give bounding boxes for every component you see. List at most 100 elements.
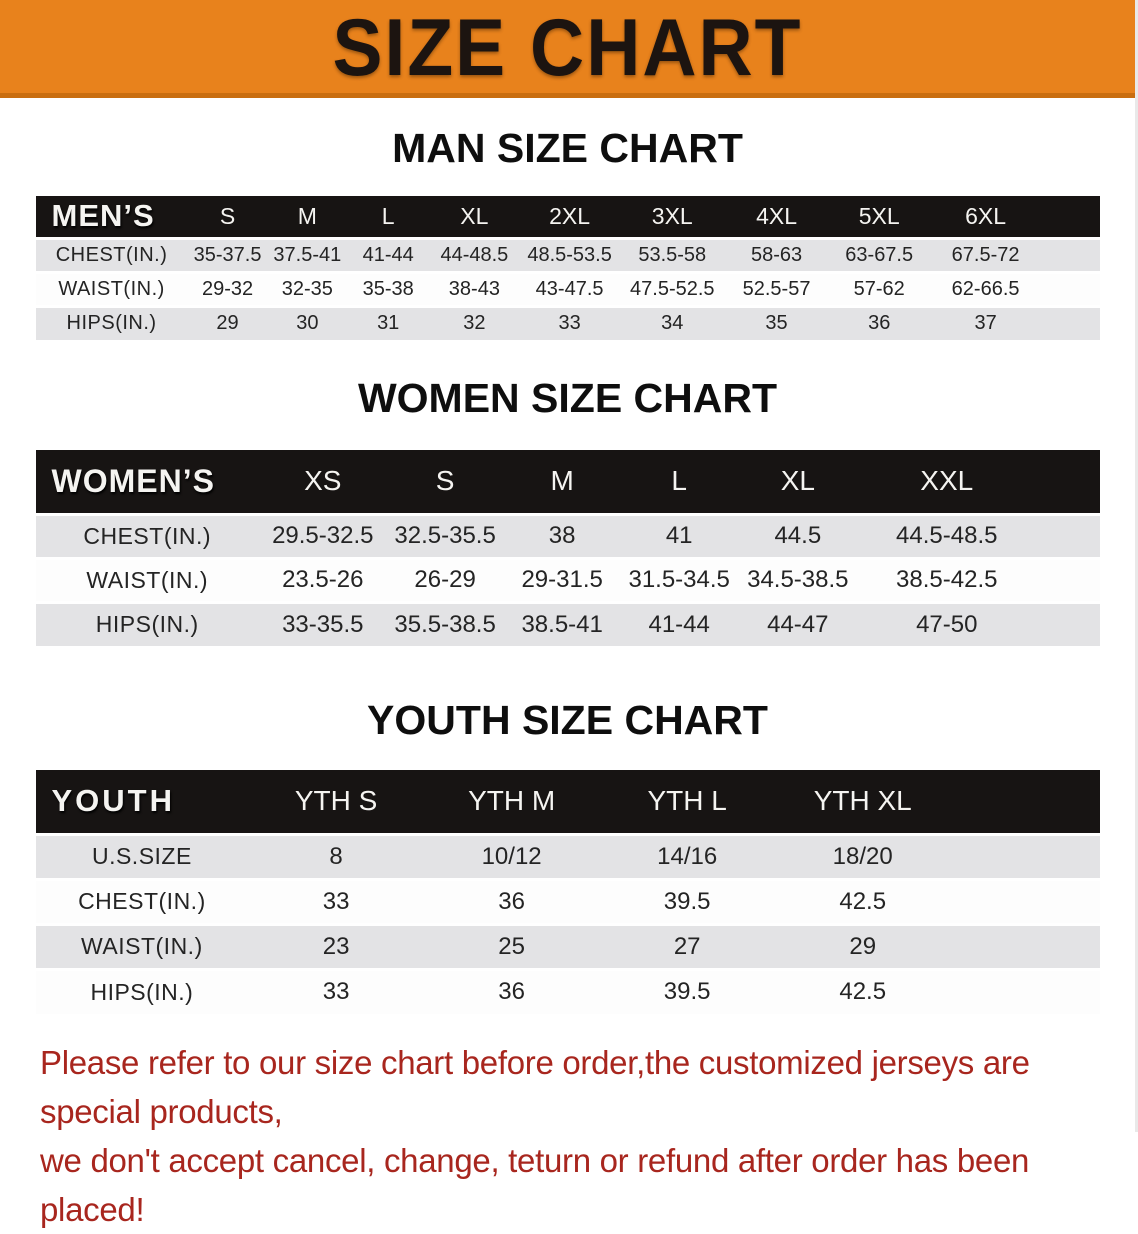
measurement-value: 48.5-53.5 xyxy=(519,238,620,272)
measurement-value: 38 xyxy=(503,514,621,558)
measurement-value: 27 xyxy=(599,924,775,969)
measurement-value: 30 xyxy=(267,306,348,340)
measurement-value: 34 xyxy=(619,306,725,340)
measurement-label: CHEST(IN.) xyxy=(35,879,249,924)
section-men: MAN SIZE CHART MEN’S S M L XL 2XL 3XL 4XL 5XL 6XL… xyxy=(0,126,1135,340)
size-column-header: L xyxy=(620,450,738,514)
measurement-value: 23.5-26 xyxy=(258,558,387,602)
measurement-value: 44.5-48.5 xyxy=(857,514,1036,558)
measurement-value: 58-63 xyxy=(724,238,829,272)
measurement-value: 35.5-38.5 xyxy=(386,602,504,646)
measurement-value: 18/20 xyxy=(774,834,951,879)
youth-section-heading: YOUTH SIZE CHART xyxy=(367,697,768,743)
spacer-cell xyxy=(1040,196,1100,238)
measurement-row: CHEST(IN.) 33 36 39.5 42.5 xyxy=(35,879,1100,924)
measurement-value: 31 xyxy=(347,306,430,340)
measurement-row: HIPS(IN.) 29 30 31 32 33 34 35 36 37 xyxy=(35,306,1100,340)
measurement-value: 36 xyxy=(423,969,600,1014)
size-column-header: 2XL xyxy=(519,196,620,238)
measurement-row: WAIST(IN.) 23 25 27 29 xyxy=(35,924,1100,969)
measurement-value: 67.5-72 xyxy=(930,238,1041,272)
measurement-label: WAIST(IN.) xyxy=(35,558,259,602)
table-group-label: MEN’S xyxy=(35,196,188,238)
measurement-value: 29 xyxy=(774,924,951,969)
measurement-row: CHEST(IN.) 29.5-32.5 32.5-35.5 38 41 44.5 44.5… xyxy=(35,514,1100,558)
measurement-value: 62-66.5 xyxy=(930,272,1041,306)
size-column-header: L xyxy=(347,196,430,238)
measurement-value: 10/12 xyxy=(423,834,600,879)
measurement-row: U.S.SIZE 8 10/12 14/16 18/20 xyxy=(35,834,1100,879)
measurement-value: 41-44 xyxy=(347,238,430,272)
measurement-value: 52.5-57 xyxy=(724,272,829,306)
table-group-label: YOUTH xyxy=(35,770,249,834)
measurement-label: HIPS(IN.) xyxy=(35,969,249,1014)
size-chart-banner: SIZE CHART xyxy=(0,0,1135,98)
spacer-cell xyxy=(1040,306,1100,340)
measurement-value: 57-62 xyxy=(828,272,931,306)
spacer-cell xyxy=(1035,558,1100,602)
measurement-value: 37.5-41 xyxy=(267,238,348,272)
measurement-value: 43-47.5 xyxy=(519,272,620,306)
measurement-row: HIPS(IN.) 33-35.5 35.5-38.5 38.5-41 41-44 44-… xyxy=(35,602,1100,646)
measurement-label: WAIST(IN.) xyxy=(35,272,188,306)
size-column-header: XL xyxy=(429,196,520,238)
measurement-value: 31.5-34.5 xyxy=(620,558,738,602)
men-size-table: MEN’S S M L XL 2XL 3XL 4XL 5XL 6XL CHEST(IN.) 35-37… xyxy=(35,196,1100,340)
size-column-header: 3XL xyxy=(619,196,725,238)
measurement-value: 41-44 xyxy=(620,602,738,646)
size-column-header: XL xyxy=(737,450,858,514)
disclaimer-line-2: we don't accept cancel, change, teturn o… xyxy=(40,1142,1030,1228)
banner-title: SIZE CHART xyxy=(332,1,803,92)
measurement-value: 47.5-52.5 xyxy=(619,272,725,306)
measurement-row: WAIST(IN.) 23.5-26 26-29 29-31.5 31.5-34.5 34… xyxy=(35,558,1100,602)
spacer-cell xyxy=(1035,514,1100,558)
measurement-value: 63-67.5 xyxy=(828,238,931,272)
measurement-value: 36 xyxy=(423,879,600,924)
measurement-label: U.S.SIZE xyxy=(35,834,249,879)
measurement-value: 33 xyxy=(248,969,424,1014)
measurement-value: 34.5-38.5 xyxy=(737,558,858,602)
size-header-row: YOUTH YTH S YTH M YTH L YTH XL xyxy=(35,770,1100,834)
measurement-value: 38.5-41 xyxy=(503,602,621,646)
measurement-value: 35 xyxy=(724,306,829,340)
measurement-value: 29-31.5 xyxy=(503,558,621,602)
measurement-value: 33 xyxy=(519,306,620,340)
measurement-value: 47-50 xyxy=(857,602,1036,646)
spacer-cell xyxy=(1040,238,1100,272)
measurement-value: 44-47 xyxy=(737,602,858,646)
measurement-value: 36 xyxy=(828,306,931,340)
measurement-value: 53.5-58 xyxy=(619,238,725,272)
measurement-value: 29-32 xyxy=(187,272,268,306)
size-column-header: 6XL xyxy=(930,196,1041,238)
measurement-value: 8 xyxy=(248,834,424,879)
size-column-header: XS xyxy=(258,450,387,514)
measurement-value: 44.5 xyxy=(737,514,858,558)
measurement-value: 44-48.5 xyxy=(429,238,520,272)
measurement-value: 33-35.5 xyxy=(258,602,387,646)
measurement-value: 32 xyxy=(429,306,520,340)
spacer-cell xyxy=(950,770,1100,834)
size-column-header: M xyxy=(267,196,348,238)
measurement-value: 33 xyxy=(248,879,424,924)
men-section-heading: MAN SIZE CHART xyxy=(392,125,743,171)
measurement-label: HIPS(IN.) xyxy=(35,306,188,340)
size-column-header: 5XL xyxy=(828,196,931,238)
measurement-label: WAIST(IN.) xyxy=(35,924,249,969)
section-women: WOMEN SIZE CHART WOMEN’S XS S M L XL XXL CHEST(… xyxy=(0,376,1135,646)
measurement-value: 38.5-42.5 xyxy=(857,558,1036,602)
measurement-label: CHEST(IN.) xyxy=(35,514,259,558)
measurement-value: 32.5-35.5 xyxy=(386,514,504,558)
size-column-header: S xyxy=(187,196,268,238)
disclaimer-line-1: Please refer to our size chart before or… xyxy=(40,1044,1030,1130)
size-column-header: S xyxy=(386,450,504,514)
measurement-value: 23 xyxy=(248,924,424,969)
measurement-label: CHEST(IN.) xyxy=(35,238,188,272)
table-group-label: WOMEN’S xyxy=(35,450,259,514)
size-column-header: XXL xyxy=(857,450,1036,514)
measurement-value: 39.5 xyxy=(599,879,775,924)
measurement-value: 29 xyxy=(187,306,268,340)
measurement-value: 29.5-32.5 xyxy=(258,514,387,558)
size-column-header: YTH S xyxy=(248,770,424,834)
measurement-row: WAIST(IN.) 29-32 32-35 35-38 38-43 43-47.5 47.… xyxy=(35,272,1100,306)
spacer-cell xyxy=(950,969,1100,1014)
